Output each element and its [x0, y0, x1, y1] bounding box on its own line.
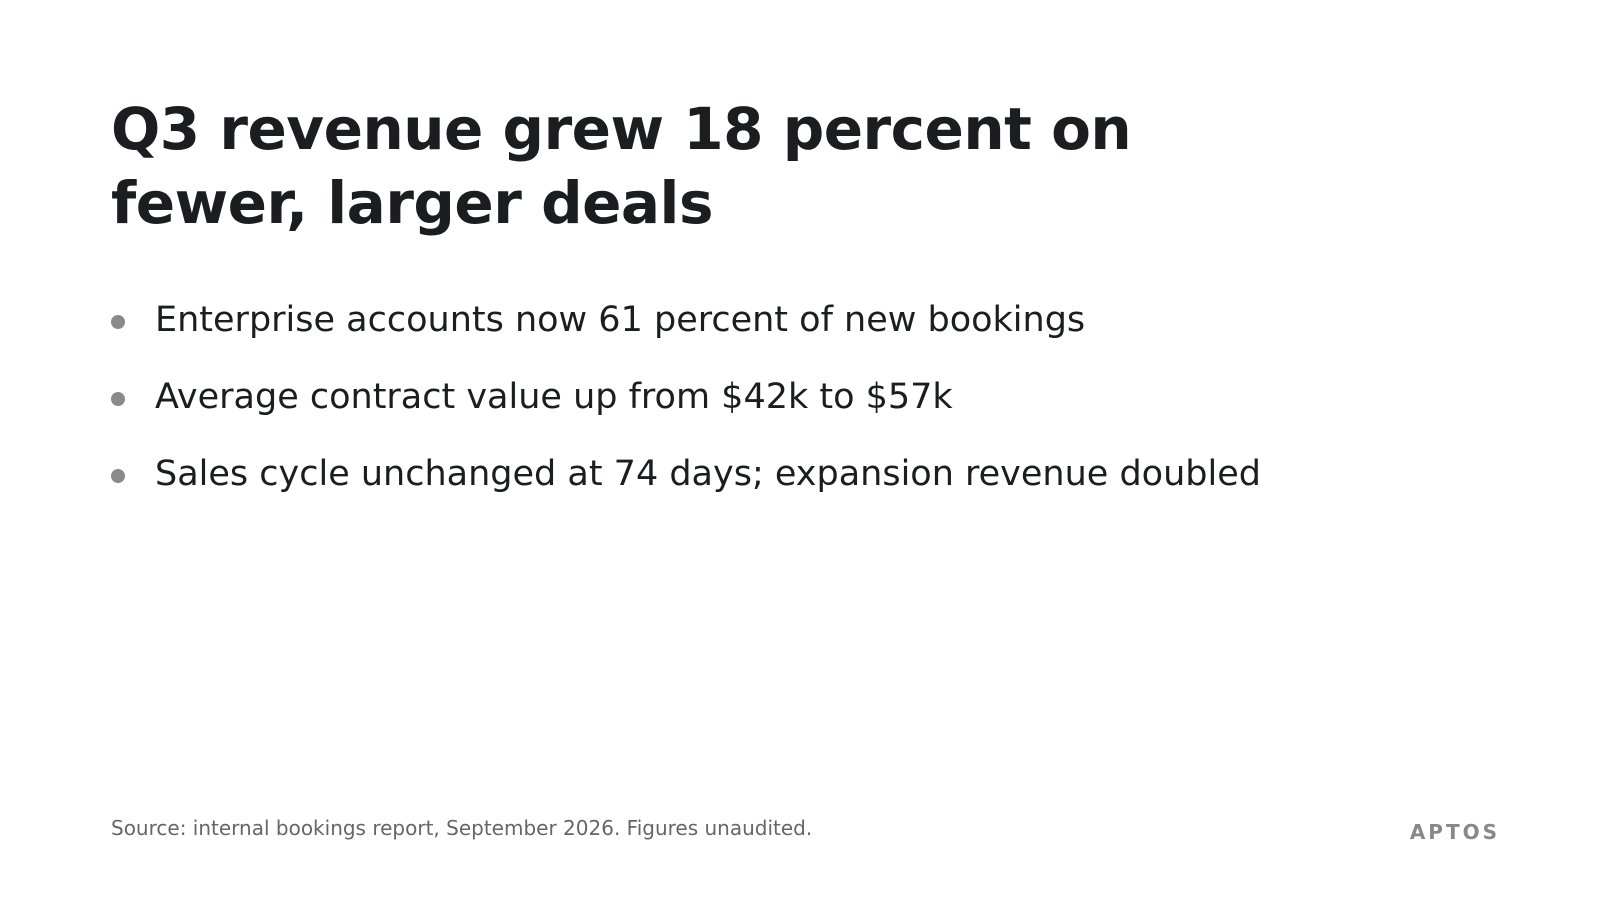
bullet-list: Enterprise accounts now 61 percent of ne… [111, 282, 1261, 513]
bullet: Sales cycle unchanged at 74 days; expans… [111, 436, 1261, 513]
slide-title: Q3 revenue grew 18 percent on fewer, lar… [111, 95, 1132, 237]
bullet: Enterprise accounts now 61 percent of ne… [111, 282, 1261, 359]
brand: APTOS [1409, 820, 1500, 844]
bullet: Average contract value up from $42k to $… [111, 359, 1261, 436]
footnote: Source: internal bookings report, Septem… [111, 816, 813, 840]
